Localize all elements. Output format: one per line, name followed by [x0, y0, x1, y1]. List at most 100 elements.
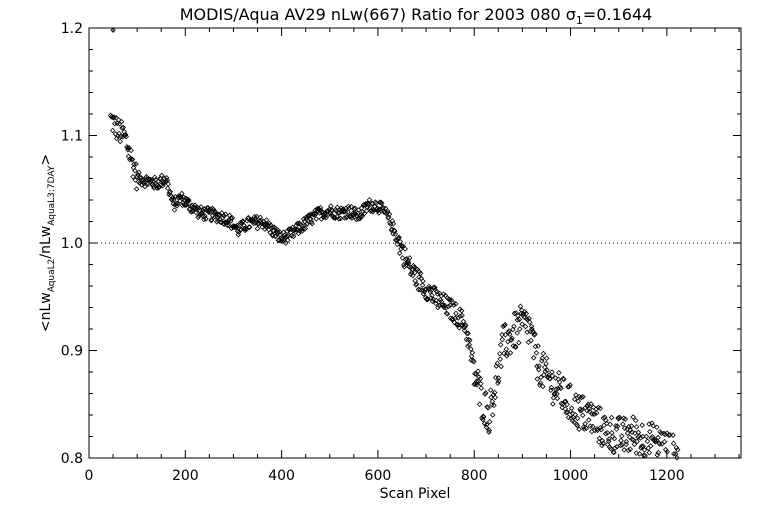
- data-point: [499, 336, 506, 343]
- data-point: [201, 216, 207, 223]
- chart-title-subscript: 1: [576, 14, 583, 27]
- data-point: [603, 417, 609, 424]
- data-point: [544, 367, 550, 374]
- data-point: [637, 435, 644, 441]
- data-point: [313, 216, 320, 222]
- data-point: [226, 212, 233, 219]
- data-point: [550, 395, 557, 401]
- data-point: [254, 213, 260, 220]
- data-point: [556, 369, 562, 376]
- data-point: [435, 304, 441, 311]
- data-point: [238, 226, 245, 233]
- data-point: [487, 387, 494, 393]
- x-tick-label: 800: [461, 468, 488, 484]
- data-point: [638, 443, 645, 450]
- data-point: [653, 424, 660, 431]
- data-point: [614, 423, 621, 429]
- data-point: [495, 378, 502, 384]
- data-point: [485, 405, 491, 411]
- data-point: [590, 404, 597, 411]
- data-point: [279, 236, 285, 242]
- data-point: [656, 441, 663, 447]
- data-point: [646, 449, 653, 456]
- data-point: [410, 262, 417, 269]
- data-point: [154, 185, 160, 192]
- data-point: [480, 414, 487, 420]
- data-point: [399, 243, 405, 250]
- data-point: [530, 355, 537, 361]
- data-point: [625, 447, 631, 454]
- data-point: [573, 392, 579, 398]
- data-point: [235, 231, 242, 238]
- y-label-mid: /nLw: [38, 226, 54, 259]
- data-point: [482, 391, 488, 397]
- y-tick-label: 0.8: [61, 451, 83, 467]
- data-point: [465, 336, 472, 343]
- data-point: [574, 422, 581, 429]
- data-point: [258, 217, 264, 224]
- data-point: [571, 396, 578, 403]
- data-point: [277, 232, 284, 238]
- x-tick-label: 200: [172, 468, 199, 484]
- data-point: [226, 222, 232, 229]
- data-point: [455, 315, 461, 321]
- data-point: [620, 421, 626, 427]
- data-point: [519, 321, 525, 327]
- data-point: [273, 233, 279, 239]
- data-point: [193, 209, 199, 216]
- data-point: [290, 233, 297, 240]
- data-point: [496, 350, 503, 357]
- data-point: [265, 221, 271, 228]
- data-point: [163, 175, 170, 181]
- plot-frame: [88, 27, 742, 459]
- data-point: [533, 350, 540, 356]
- data-point: [636, 433, 642, 439]
- data-point: [208, 216, 215, 223]
- data-point: [557, 384, 563, 390]
- data-point: [478, 385, 485, 391]
- data-point: [311, 210, 318, 217]
- data-point: [441, 302, 448, 309]
- data-point: [402, 246, 408, 252]
- data-point: [196, 213, 202, 219]
- data-point: [611, 435, 618, 442]
- data-point: [633, 424, 640, 430]
- data-point: [224, 222, 231, 228]
- data-point: [262, 222, 269, 228]
- data-point: [371, 207, 378, 214]
- data-point: [554, 395, 561, 402]
- data-point: [498, 363, 504, 370]
- data-point: [434, 288, 440, 295]
- data-point: [558, 385, 564, 392]
- data-point: [145, 181, 151, 187]
- data-point: [131, 161, 137, 167]
- data-point: [573, 421, 580, 428]
- data-point: [548, 384, 555, 391]
- data-point: [467, 337, 473, 344]
- data-point: [522, 323, 529, 330]
- data-point: [174, 200, 181, 207]
- data-point: [575, 398, 582, 404]
- data-point: [538, 374, 544, 381]
- data-point: [618, 437, 624, 444]
- data-point: [459, 312, 465, 319]
- x-axis: 0 200 400 600 800 1000 1200: [85, 28, 740, 484]
- data-point: [652, 436, 658, 443]
- data-point: [183, 202, 190, 208]
- data-point: [293, 227, 300, 233]
- data-point: [648, 435, 655, 441]
- data-point: [378, 200, 385, 207]
- data-point: [642, 453, 648, 459]
- data-points: [107, 27, 681, 461]
- data-point: [431, 284, 437, 291]
- data-point: [585, 417, 592, 423]
- data-point: [590, 423, 596, 430]
- x-tick-label: 400: [268, 468, 295, 484]
- data-point: [528, 337, 534, 344]
- data-point: [607, 421, 613, 428]
- data-point: [597, 424, 604, 431]
- data-point: [132, 167, 138, 174]
- data-point: [502, 331, 509, 338]
- x-tick-label: 1000: [553, 468, 589, 484]
- data-point: [483, 421, 490, 428]
